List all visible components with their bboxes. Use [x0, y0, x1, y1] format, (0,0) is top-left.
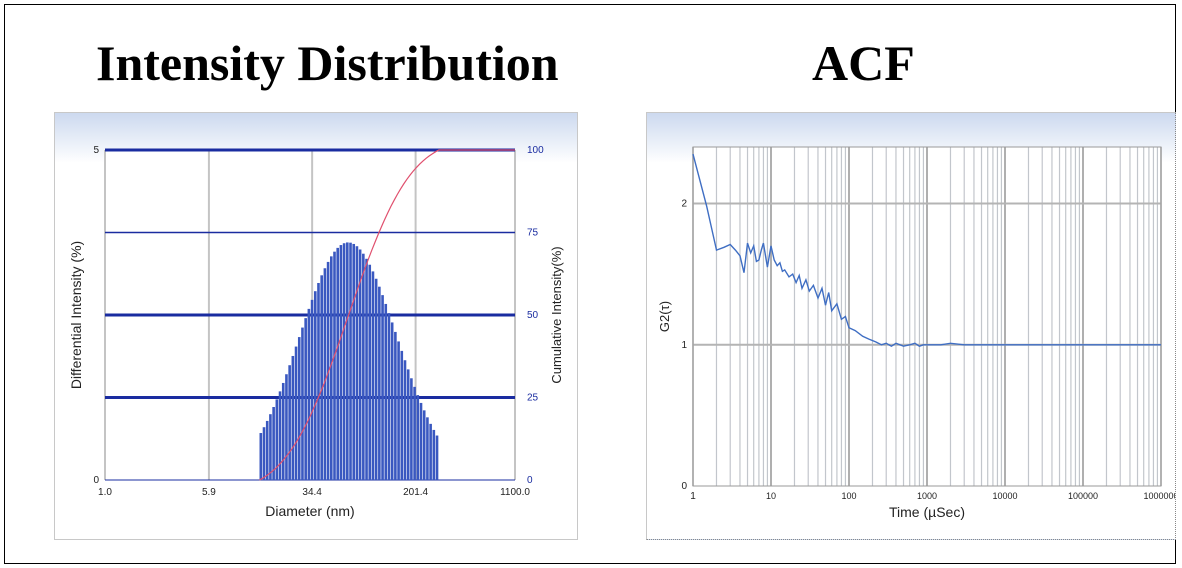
histogram-bar: [310, 299, 314, 480]
histogram-bar: [269, 414, 272, 480]
histogram-bar: [432, 429, 436, 480]
histogram-bar: [378, 286, 381, 480]
histogram-bar: [281, 382, 285, 480]
histogram-bar: [301, 327, 304, 480]
histogram-bar: [275, 399, 279, 480]
intensity-chart-panel: 1.0 5.9 34.4 201.4 1100.0 0 5 0 25 50 75 100 Diamete…: [54, 112, 578, 540]
histogram-bar: [278, 391, 282, 480]
y-tick-label: 0: [681, 481, 687, 492]
intensity-distribution-title: Intensity Distribution: [96, 35, 559, 91]
histogram-bar: [307, 308, 311, 480]
histogram-bar: [390, 322, 394, 480]
histogram-bar: [410, 378, 413, 480]
histogram-bar: [435, 435, 439, 480]
histogram-bar: [333, 251, 336, 480]
histogram-bar: [326, 261, 330, 480]
y2-tick-label: 50: [527, 310, 539, 321]
histogram-bar: [349, 242, 352, 480]
histogram-bar: [426, 417, 429, 480]
x-tick-label: 34.4: [302, 487, 322, 498]
histogram-bar: [416, 395, 420, 480]
histogram-bar: [294, 346, 298, 480]
y-tick-label: 0: [93, 475, 99, 486]
x-tick-label: 100000: [1068, 491, 1098, 501]
histogram-bar: [422, 410, 426, 480]
histogram-bar: [406, 369, 410, 480]
histogram-bar: [355, 246, 359, 480]
histogram-bar: [358, 249, 362, 480]
y-axis-label: G2(τ): [657, 301, 672, 332]
histogram-bar: [288, 365, 291, 480]
y2-axis-label: Cumulative Intensity(%): [549, 246, 564, 383]
acf-line: [692, 153, 1161, 348]
histogram-bar: [304, 318, 307, 480]
x-tick-label: 1.0: [98, 487, 112, 498]
x-tick-label: 10000: [992, 491, 1017, 501]
histogram-bar: [368, 264, 372, 480]
histogram-bar: [323, 268, 327, 480]
histogram-bar: [320, 275, 323, 480]
histogram-bar: [381, 295, 384, 480]
y-axis-label: Differential Intensity (%): [68, 241, 84, 389]
plot-border: [692, 146, 1162, 487]
x-tick-label: 100: [841, 491, 856, 501]
histogram-bar: [262, 427, 266, 480]
histogram-bar: [272, 407, 275, 480]
histogram-bar: [297, 337, 301, 480]
histogram-bar: [429, 423, 432, 480]
histogram-bar: [346, 242, 349, 480]
x-tick-label: 1: [690, 491, 696, 502]
histogram-bar: [259, 433, 263, 480]
histogram-bar: [317, 282, 320, 480]
acf-chart: 1101001000100001000001000000012Time (µSe…: [657, 146, 1175, 520]
histogram-bar: [365, 258, 368, 480]
histogram-bar: [400, 350, 404, 480]
histogram-bar: [329, 256, 333, 480]
histogram-bar: [291, 355, 295, 480]
histogram-bar: [352, 243, 356, 480]
y2-tick-label: 75: [527, 228, 539, 239]
x-axis-label: Diameter (nm): [265, 503, 354, 519]
x-tick-label: 1000: [917, 491, 937, 501]
histogram-bar: [403, 360, 407, 480]
histogram-bar: [336, 247, 340, 480]
histogram-bar: [384, 303, 388, 480]
histogram-bar: [413, 386, 416, 480]
y2-tick-label: 25: [527, 393, 539, 404]
histogram-bar: [419, 402, 423, 480]
histogram-bar: [339, 245, 343, 480]
histogram-bar: [371, 271, 375, 480]
acf-title: ACF: [812, 35, 915, 91]
histogram-bar: [397, 341, 400, 480]
histogram-bar: [313, 291, 317, 480]
histogram-bar: [362, 253, 365, 480]
histogram-bar: [342, 243, 346, 480]
y-tick-label: 1: [681, 340, 687, 351]
intensity-distribution-chart: 1.0 5.9 34.4 201.4 1100.0050255075100Diamete…: [68, 145, 564, 519]
histogram-bar: [265, 420, 269, 480]
histogram-bar: [374, 278, 378, 480]
x-tick-label: 201.4: [403, 487, 428, 498]
y2-tick-label: 100: [527, 145, 544, 156]
acf-chart-panel: 1101001000100001000001000000012Time (µSe…: [646, 112, 1176, 540]
y-tick-label: 2: [681, 199, 687, 210]
y-tick-label: 5: [93, 145, 99, 156]
histogram-bar: [387, 313, 391, 480]
x-tick-label: 5.9: [202, 487, 216, 498]
histogram-bar: [285, 374, 288, 480]
cumulative-curve: [259, 149, 515, 481]
x-axis-label: Time (µSec): [889, 504, 965, 520]
y2-tick-label: 0: [527, 475, 533, 486]
x-tick-label: 10: [766, 491, 776, 501]
x-tick-label: 1100.0: [500, 487, 530, 498]
histogram-bar: [394, 331, 397, 480]
